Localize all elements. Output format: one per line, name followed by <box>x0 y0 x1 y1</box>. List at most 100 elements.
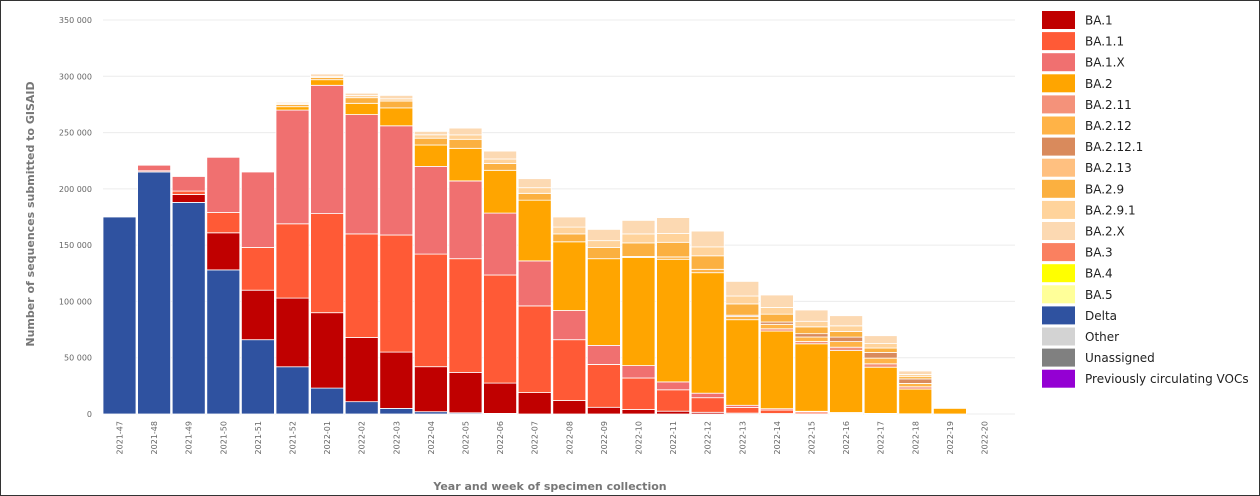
x-tick-label: 2022-05 <box>462 421 471 454</box>
bar-segment <box>863 366 898 414</box>
bar-segment <box>863 352 898 359</box>
bar-segment <box>587 406 621 415</box>
bar-segment <box>794 320 829 328</box>
x-tick-label: 2021-50 <box>219 421 228 454</box>
x-tick-label: 2022-10 <box>635 421 644 454</box>
bar-segment <box>690 397 725 413</box>
bar-segment <box>206 212 241 234</box>
bar-segment <box>794 333 829 338</box>
bar-segment <box>448 258 483 373</box>
bar-segment <box>137 164 172 172</box>
x-tick-label: 2022-16 <box>842 421 851 454</box>
bar-segment <box>656 256 690 260</box>
bar-segment <box>552 233 587 243</box>
bar-segment <box>829 315 863 327</box>
bar-segment <box>863 363 898 368</box>
x-tick-label: 2022-11 <box>669 421 678 454</box>
legend-swatch <box>1042 53 1075 72</box>
bar-segment <box>725 407 760 414</box>
legend-item: BA.2.12.1 <box>1042 137 1143 156</box>
bar-segment <box>483 212 518 276</box>
bar-segment <box>760 306 794 315</box>
bar-segment <box>275 101 310 104</box>
bar-segment <box>552 241 587 311</box>
x-tick-label: 2022-19 <box>946 421 955 454</box>
legend-swatch <box>1042 95 1075 114</box>
legend-label: Previously circulating VOCs <box>1085 372 1249 386</box>
bar-segment <box>310 79 345 86</box>
bar-segment <box>656 232 690 243</box>
bar-segment <box>587 240 621 248</box>
bar-segment <box>829 341 863 348</box>
bar-segment <box>379 95 414 100</box>
legend-item: BA.1.1 <box>1042 32 1124 51</box>
bar-segment <box>725 319 760 406</box>
bar-segment <box>344 337 379 403</box>
bar-segment <box>310 312 345 389</box>
bar-segment <box>656 241 690 258</box>
bar-segment <box>829 325 863 332</box>
bar-segment <box>379 107 414 127</box>
bar-segment <box>552 339 587 401</box>
legend-item: BA.2.13 <box>1042 158 1132 177</box>
bar-segment <box>379 100 414 109</box>
bar-segment <box>379 351 414 409</box>
bar-segment <box>725 280 760 297</box>
bar-segment <box>621 219 656 235</box>
bar-segment <box>275 297 310 368</box>
bar-segment <box>483 158 518 164</box>
legend-swatch <box>1042 306 1075 325</box>
bar-segment <box>344 233 379 338</box>
bar-segment <box>760 409 794 414</box>
x-tick-label: 2022-12 <box>704 421 713 454</box>
bar-segment <box>898 382 933 388</box>
x-tick-label: 2022-07 <box>531 421 540 454</box>
x-tick-label: 2022-13 <box>738 421 747 454</box>
bar-segment <box>794 309 829 322</box>
bar-segment <box>275 223 310 299</box>
legend-item: Delta <box>1042 306 1117 325</box>
bar-segment <box>448 134 483 140</box>
bar-segment <box>517 392 552 415</box>
x-tick-label: 2022-17 <box>877 421 886 454</box>
bar-segment <box>102 216 137 415</box>
legend-swatch <box>1042 327 1075 346</box>
bars <box>102 73 967 415</box>
bar-segment <box>863 347 898 353</box>
x-tick-label: 2022-09 <box>600 421 609 454</box>
bar-segment <box>275 109 310 225</box>
bar-segment <box>656 381 690 391</box>
bar-segment <box>587 228 621 242</box>
bar-segment <box>587 258 621 346</box>
bar-segment <box>933 407 967 415</box>
legend-item: BA.2.9 <box>1042 179 1124 198</box>
y-tick-label: 50 000 <box>64 354 92 363</box>
legend-item: BA.1 <box>1042 11 1113 29</box>
y-tick-labels: 0 50 000 100 000 150 000 200 000 250 000 300 0… <box>59 16 92 419</box>
legend-item: BA.2.12 <box>1042 116 1132 135</box>
bar-segment <box>448 180 483 260</box>
legend-item: BA.3 <box>1042 243 1113 262</box>
legend-label: BA.2.9.1 <box>1085 203 1136 217</box>
bar-segment <box>760 330 794 410</box>
bar-segment <box>621 365 656 379</box>
bar-segment <box>621 409 656 415</box>
bar-segment <box>344 92 379 96</box>
bar-segment <box>275 106 310 111</box>
bar-segment <box>517 187 552 194</box>
bar-segment <box>413 144 448 167</box>
bar-segment <box>483 163 518 171</box>
x-tick-label: 2022-06 <box>496 421 505 454</box>
legend-swatch <box>1042 179 1075 198</box>
bar-segment <box>240 171 275 248</box>
bar-segment <box>621 242 656 257</box>
bar-segment <box>206 232 241 271</box>
bar-segment <box>483 169 518 214</box>
bar-segment <box>760 313 794 323</box>
legend-swatch <box>1042 348 1075 367</box>
legend-label: Other <box>1085 330 1119 344</box>
bar-segment <box>794 336 829 342</box>
bar-segment <box>310 84 345 215</box>
bar-segment <box>310 387 345 415</box>
x-tick-label: 2021-48 <box>150 421 159 454</box>
